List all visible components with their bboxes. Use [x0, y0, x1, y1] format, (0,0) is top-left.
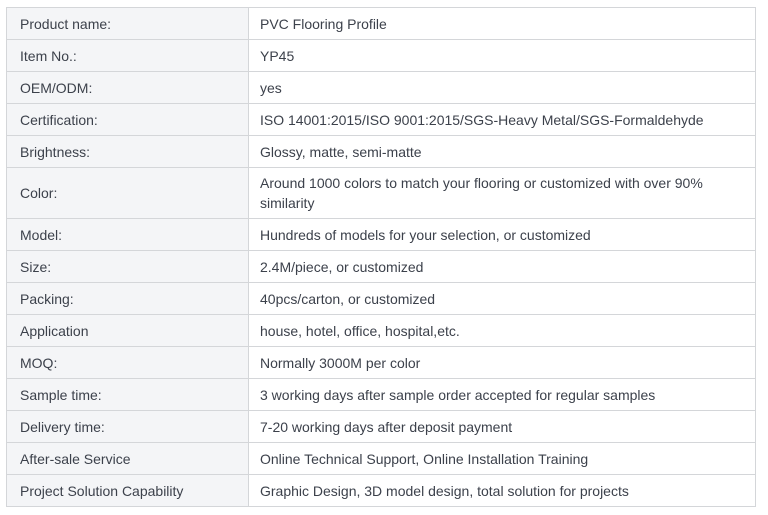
row-value: Online Technical Support, Online Install… [248, 442, 756, 475]
row-value: ISO 14001:2015/ISO 9001:2015/SGS-Heavy M… [248, 103, 756, 136]
row-value: 7-20 working days after deposit payment [248, 410, 756, 443]
row-value: 2.4M/piece, or customized [248, 250, 756, 283]
row-value: Glossy, matte, semi-matte [248, 135, 756, 168]
spec-rows-body: Product name: PVC Flooring Profile Item … [6, 7, 756, 507]
row-label: Packing: [6, 282, 249, 315]
table-row: MOQ: Normally 3000M per color [6, 346, 756, 379]
table-row: Certification: ISO 14001:2015/ISO 9001:2… [6, 103, 756, 136]
row-value: Graphic Design, 3D model design, total s… [248, 474, 756, 507]
table-row: Packing: 40pcs/carton, or customized [6, 282, 756, 315]
table-row: Sample time: 3 working days after sample… [6, 378, 756, 411]
row-label: Project Solution Capability [6, 474, 249, 507]
row-value: YP45 [248, 39, 756, 72]
row-label: Model: [6, 218, 249, 251]
table-row: Product name: PVC Flooring Profile [6, 7, 756, 40]
table-row: Color: Around 1000 colors to match your … [6, 167, 756, 219]
table-row: Application house, hotel, office, hospit… [6, 314, 756, 347]
row-label: Sample time: [6, 378, 249, 411]
row-value: Around 1000 colors to match your floorin… [248, 167, 756, 219]
row-label: Color: [6, 167, 249, 219]
row-label: Application [6, 314, 249, 347]
row-label: Item No.: [6, 39, 249, 72]
row-label: Certification: [6, 103, 249, 136]
row-value: Normally 3000M per color [248, 346, 756, 379]
row-label: Product name: [6, 7, 249, 40]
table-row: Delivery time: 7-20 working days after d… [6, 410, 756, 443]
row-label: Size: [6, 250, 249, 283]
table-row: Item No.: YP45 [6, 39, 756, 72]
table-row: OEM/ODM: yes [6, 71, 756, 104]
row-label: Delivery time: [6, 410, 249, 443]
row-value: Hundreds of models for your selection, o… [248, 218, 756, 251]
table-row: Brightness: Glossy, matte, semi-matte [6, 135, 756, 168]
row-value: yes [248, 71, 756, 104]
row-label: Brightness: [6, 135, 249, 168]
row-label: MOQ: [6, 346, 249, 379]
row-label: After-sale Service [6, 442, 249, 475]
table-row: After-sale Service Online Technical Supp… [6, 442, 756, 475]
row-value: PVC Flooring Profile [248, 7, 756, 40]
table-row: Size: 2.4M/piece, or customized [6, 250, 756, 283]
product-specification-table: Product name: PVC Flooring Profile Item … [6, 7, 756, 507]
row-value: house, hotel, office, hospital,etc. [248, 314, 756, 347]
table-row: Model: Hundreds of models for your selec… [6, 218, 756, 251]
table-row: Project Solution Capability Graphic Desi… [6, 474, 756, 507]
row-value: 3 working days after sample order accept… [248, 378, 756, 411]
row-label: OEM/ODM: [6, 71, 249, 104]
row-value: 40pcs/carton, or customized [248, 282, 756, 315]
